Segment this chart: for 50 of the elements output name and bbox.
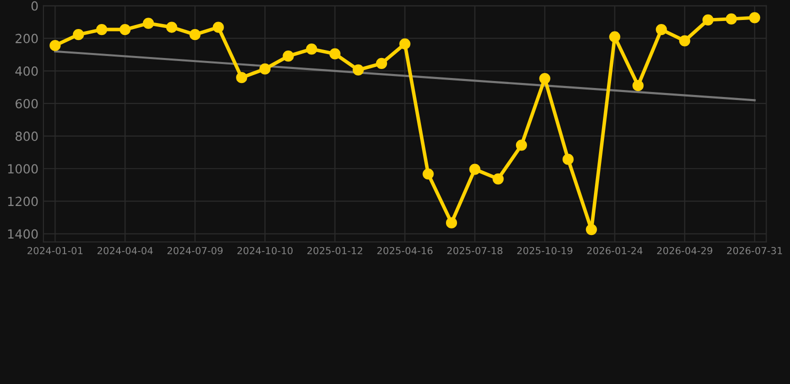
- point: [329, 48, 340, 60]
- point: [352, 64, 364, 76]
- x-tick-label: 2025-04-16: [377, 246, 433, 254]
- x-tick-label: 2026-07-31: [727, 246, 782, 254]
- x-tick-label: 2026-01-24: [587, 246, 642, 254]
- point: [376, 58, 388, 69]
- point: [50, 40, 61, 52]
- point: [259, 63, 271, 75]
- point: [492, 173, 504, 184]
- point: [562, 154, 574, 165]
- y-tick-label: 1200: [8, 196, 38, 206]
- x-tick-label: 2024-01-01: [28, 246, 82, 254]
- x-tick-label: 2025-10-19: [517, 246, 572, 254]
- point: [422, 168, 434, 180]
- point: [539, 73, 550, 84]
- point: [96, 24, 108, 36]
- point: [749, 12, 760, 24]
- y-tick-label: 600: [16, 98, 38, 108]
- point: [236, 72, 248, 84]
- point: [609, 31, 620, 42]
- point: [469, 164, 480, 175]
- x-tick-label: 2025-07-18: [447, 246, 502, 254]
- x-tick-label: 2024-07-09: [167, 246, 223, 254]
- y-tick-label: 0: [31, 1, 38, 11]
- y-tick-label: 400: [15, 66, 38, 76]
- point: [189, 29, 201, 40]
- point: [656, 24, 667, 36]
- point: [166, 22, 178, 33]
- y-tick-label: 1400: [8, 229, 38, 239]
- point: [306, 44, 318, 55]
- y-tick-label: 800: [16, 132, 38, 141]
- point: [446, 217, 458, 228]
- x-tick-label: 2026-04-29: [657, 246, 712, 254]
- y-tick-label: 200: [16, 34, 38, 44]
- point: [212, 22, 224, 33]
- point: [142, 18, 154, 29]
- point: [679, 35, 690, 46]
- x-tick-label: 2024-10-10: [237, 246, 293, 254]
- point: [632, 80, 644, 92]
- point: [72, 29, 84, 40]
- x-tick-label: 2024-04-04: [98, 246, 153, 254]
- point: [726, 13, 737, 25]
- point: [516, 140, 528, 151]
- point: [399, 38, 410, 50]
- x-tick-label: 2025-01-12: [307, 246, 362, 254]
- point: [120, 24, 131, 36]
- point: [282, 50, 294, 62]
- point: [702, 14, 714, 26]
- point: [586, 224, 597, 236]
- y-tick-label: 1000: [8, 164, 38, 174]
